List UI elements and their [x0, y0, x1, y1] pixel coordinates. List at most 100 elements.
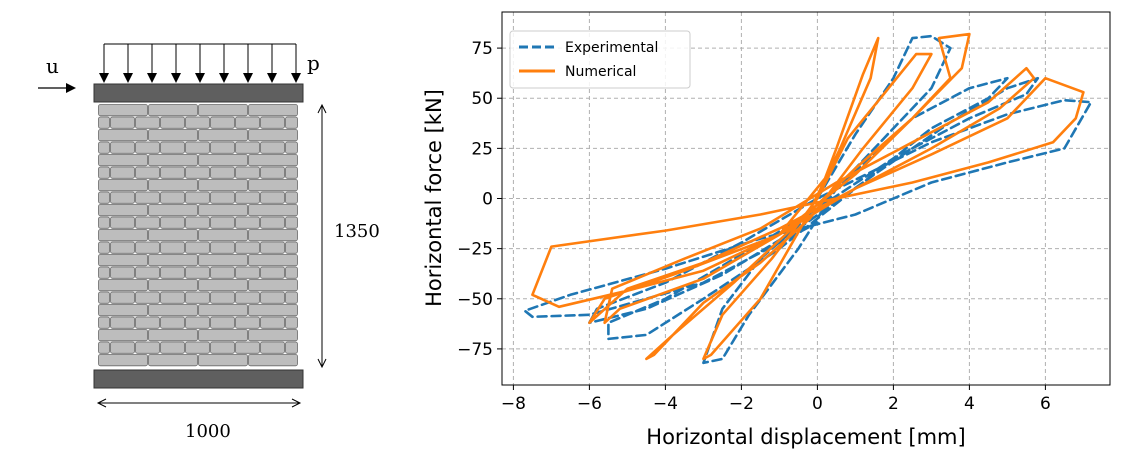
u-arrowhead-icon — [66, 83, 76, 93]
brick — [148, 179, 198, 192]
x-tick-label: 2 — [888, 394, 899, 414]
brick — [98, 229, 148, 242]
brick — [210, 291, 235, 304]
brick — [98, 291, 110, 304]
brick — [98, 329, 148, 342]
brick — [135, 291, 160, 304]
top-beam — [93, 83, 304, 103]
brick — [198, 204, 248, 217]
brick-wall — [98, 104, 298, 367]
brick — [98, 204, 148, 217]
brick — [98, 316, 110, 329]
brick — [110, 316, 135, 329]
brick — [210, 116, 235, 129]
brick — [248, 104, 298, 117]
brick — [248, 254, 298, 267]
brick — [135, 266, 160, 279]
brick — [285, 216, 298, 229]
brick — [198, 304, 248, 317]
brick — [198, 104, 248, 117]
brick — [260, 341, 285, 354]
brick — [210, 216, 235, 229]
brick — [210, 141, 235, 154]
brick — [198, 154, 248, 167]
legend-label-numerical: Numerical — [565, 64, 636, 80]
brick — [98, 179, 148, 192]
brick — [135, 241, 160, 254]
x-tick-label: 6 — [1040, 394, 1051, 414]
brick — [135, 341, 160, 354]
brick — [148, 154, 198, 167]
width-arrow-left-icon — [96, 398, 107, 408]
hysteresis-chart: −8 −6 −4 −2 0 2 4 6 −75 −50 −25 0 25 50 75 Horizontal … — [400, 0, 1130, 454]
bottom-beam — [93, 369, 304, 389]
brick — [260, 216, 285, 229]
brick — [285, 191, 298, 204]
brick — [135, 116, 160, 129]
brick — [198, 329, 248, 342]
brick — [98, 241, 110, 254]
brick — [148, 129, 198, 142]
brick — [198, 279, 248, 292]
brick — [98, 104, 148, 117]
brick — [148, 104, 198, 117]
x-tick-label: −8 — [501, 394, 526, 414]
brick — [185, 241, 210, 254]
brick — [248, 304, 298, 317]
brick — [198, 354, 248, 367]
brick — [160, 316, 185, 329]
brick — [98, 116, 110, 129]
brick — [198, 229, 248, 242]
brick — [98, 279, 148, 292]
brick — [248, 154, 298, 167]
brick — [235, 266, 260, 279]
brick — [248, 329, 298, 342]
brick — [160, 216, 185, 229]
brick — [185, 141, 210, 154]
x-tick-label: 0 — [812, 394, 823, 414]
brick — [235, 191, 260, 204]
brick — [248, 204, 298, 217]
brick — [98, 154, 148, 167]
brick — [260, 141, 285, 154]
label-width: 1000 — [185, 421, 231, 442]
brick — [148, 254, 198, 267]
brick — [98, 304, 148, 317]
brick — [260, 241, 285, 254]
brick — [260, 166, 285, 179]
chart-legend: Experimental Numerical — [509, 30, 691, 89]
brick — [185, 266, 210, 279]
x-tick-label: 4 — [964, 394, 975, 414]
brick — [285, 266, 298, 279]
brick — [185, 291, 210, 304]
load-arrowhead-icon — [243, 73, 253, 83]
brick — [235, 141, 260, 154]
y-tick-label: 75 — [471, 39, 493, 59]
brick — [248, 279, 298, 292]
y-tick-label: 0 — [482, 190, 493, 210]
brick — [185, 316, 210, 329]
brick — [160, 141, 185, 154]
brick — [210, 191, 235, 204]
brick — [198, 179, 248, 192]
label-height: 1350 — [334, 221, 380, 242]
brick — [160, 191, 185, 204]
brick — [260, 316, 285, 329]
width-arrow-right-icon — [291, 398, 302, 408]
chart-svg: −8 −6 −4 −2 0 2 4 6 −75 −50 −25 0 25 50 75 Horizontal … — [422, 11, 1111, 449]
brick — [148, 304, 198, 317]
brick — [135, 216, 160, 229]
distributed-load-arrows — [99, 44, 301, 83]
brick — [110, 266, 135, 279]
series-line-numerical — [531, 32, 1085, 361]
brick — [135, 191, 160, 204]
load-arrowhead-icon — [267, 73, 277, 83]
load-arrowhead-icon — [147, 73, 157, 83]
height-arrow-bottom-icon — [317, 358, 327, 369]
chart-series-layer — [523, 32, 1093, 365]
y-tick-label: −50 — [457, 290, 493, 310]
label-p: p — [307, 51, 320, 75]
load-arrowhead-icon — [171, 73, 181, 83]
brick — [185, 116, 210, 129]
brick — [285, 241, 298, 254]
